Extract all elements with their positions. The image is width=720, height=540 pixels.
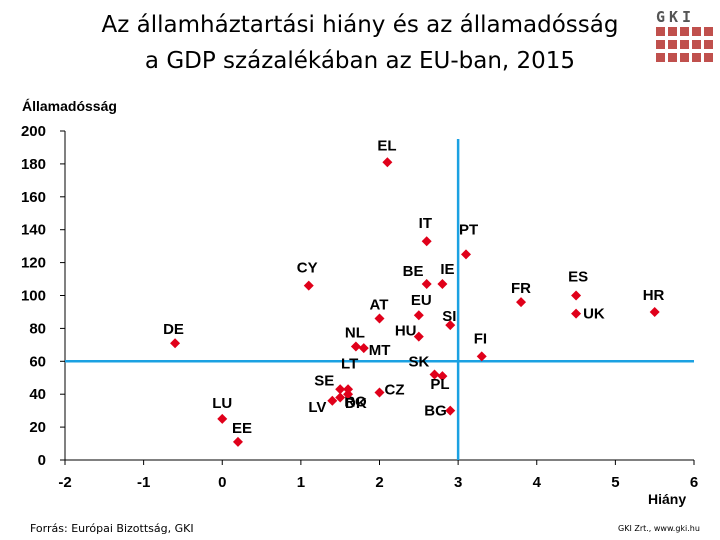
data-point-label: SK: [409, 353, 430, 370]
data-point-label: SI: [442, 308, 456, 325]
data-point-label: IT: [419, 215, 432, 232]
data-point-marker: [516, 297, 527, 308]
y-tick-label: 160: [21, 189, 46, 206]
data-point-label: RO: [344, 393, 367, 410]
x-tick-label: 6: [690, 474, 698, 491]
data-point-marker: [232, 436, 243, 447]
data-point-label: HR: [643, 287, 665, 304]
copyright-note: GKI Zrt., www.gki.hu: [618, 524, 700, 533]
logo-dots-icon: [656, 27, 713, 62]
data-point-label: EU: [411, 292, 432, 309]
data-point-marker: [335, 384, 346, 395]
y-tick-label: 20: [29, 419, 46, 436]
data-point-marker: [460, 249, 471, 260]
y-tick-label: 140: [21, 222, 46, 239]
y-tick-label: 40: [29, 386, 46, 403]
data-point-marker: [421, 236, 432, 247]
data-point-marker: [445, 405, 456, 416]
data-point-marker: [571, 308, 582, 319]
y-tick-label: 120: [21, 255, 46, 272]
data-point-marker: [217, 413, 228, 424]
data-point-label: NL: [345, 324, 365, 341]
x-tick-label: -2: [58, 474, 71, 491]
data-point-label: UK: [583, 306, 605, 323]
data-point-label: BE: [403, 263, 424, 280]
data-point-label: CY: [297, 260, 318, 277]
y-axis-title: Államadósság: [22, 98, 117, 114]
data-point-marker: [421, 278, 432, 289]
data-point-label: DK: [345, 395, 367, 412]
x-tick-label: 3: [454, 474, 462, 491]
x-tick-label: 2: [375, 474, 383, 491]
data-point-marker: [350, 341, 361, 352]
x-tick-label: 5: [611, 474, 619, 491]
data-point-label: CZ: [385, 382, 405, 399]
data-point-label: DE: [163, 321, 184, 338]
data-point-label: PT: [459, 221, 478, 238]
data-point-label: AT: [370, 297, 389, 314]
gki-logo: GKI: [648, 2, 718, 68]
data-point-label: MT: [369, 342, 391, 359]
x-tick-label: 4: [533, 474, 542, 491]
data-point-marker: [413, 331, 424, 342]
data-point-marker: [571, 290, 582, 301]
data-point-marker: [374, 313, 385, 324]
data-point-label: LU: [212, 395, 232, 412]
data-point-marker: [476, 351, 487, 362]
data-point-label: BG: [424, 403, 447, 420]
data-point-marker: [358, 343, 369, 354]
data-point-label: LT: [341, 355, 358, 372]
data-point-label: IE: [440, 261, 454, 278]
data-point-marker: [413, 310, 424, 321]
y-tick-label: 60: [29, 353, 46, 370]
y-tick-label: 0: [38, 452, 46, 469]
y-tick-label: 180: [21, 156, 46, 173]
x-tick-label: 1: [297, 474, 305, 491]
x-tick-label: 0: [218, 474, 226, 491]
data-point-marker: [374, 387, 385, 398]
data-point-label: ES: [568, 269, 588, 286]
data-point-marker: [649, 306, 660, 317]
data-point-marker: [382, 157, 393, 168]
data-point-marker: [445, 320, 456, 331]
data-point-label: PL: [430, 376, 449, 393]
data-point-label: EL: [377, 137, 396, 154]
data-point-label: EE: [232, 420, 252, 437]
data-point-marker: [170, 338, 181, 349]
data-point-label: SE: [314, 372, 334, 389]
source-note: Forrás: Európai Bizottság, GKI: [30, 522, 194, 535]
data-point-marker: [303, 280, 314, 291]
data-point-label: HU: [395, 323, 417, 340]
x-axis-title: Hiány: [648, 491, 686, 507]
chart-title-line1: Az államháztartási hiány és az államadós…: [101, 12, 619, 38]
data-point-label: FR: [511, 280, 531, 297]
data-point-marker: [437, 371, 448, 382]
data-point-marker: [335, 392, 346, 403]
data-point-label: LV: [308, 399, 326, 416]
x-tick-label: -1: [137, 474, 150, 491]
chart-axes: 0 20 40 60 80 100 120 140 160 180 200 -2 -1 0 1 2 3 4 5 6: [21, 123, 698, 491]
data-point-marker: [343, 389, 354, 400]
y-tick-label: 200: [21, 123, 46, 140]
data-point-marker: [327, 395, 338, 406]
logo-box: [648, 4, 718, 24]
y-tick-label: 80: [29, 320, 46, 337]
logo-text: GKI: [656, 8, 696, 26]
chart-title-line2: a GDP százalékában az EU-ban, 2015: [144, 48, 576, 74]
reference-lines: [65, 139, 694, 460]
data-point-label: FI: [474, 330, 487, 347]
data-point-marker: [437, 278, 448, 289]
data-point-marker: [429, 369, 440, 380]
y-tick-label: 100: [21, 288, 46, 305]
